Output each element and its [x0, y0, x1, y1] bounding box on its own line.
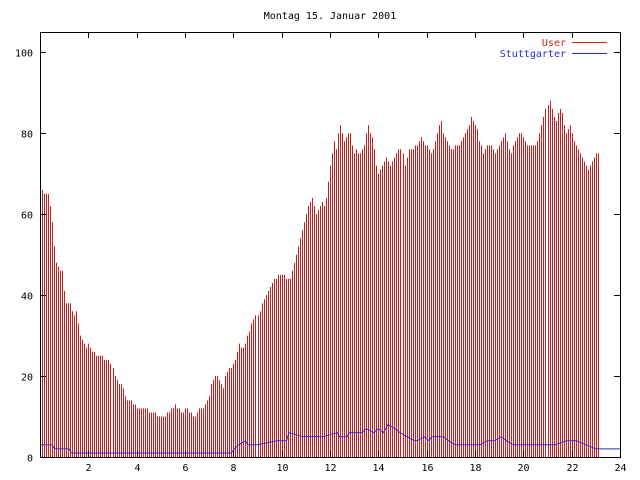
x-tick-label: 18	[469, 463, 481, 474]
x-tick-label: 6	[182, 463, 188, 474]
user-series-bars	[40, 100, 599, 457]
y-tick-label: 40	[21, 292, 33, 303]
x-tick-label: 14	[372, 463, 384, 474]
x-tick-label: 10	[276, 463, 288, 474]
legend-label-user: User	[542, 38, 566, 49]
x-tick-label: 8	[230, 463, 236, 474]
x-tick-label: 22	[566, 463, 578, 474]
y-tick-label: 100	[15, 49, 33, 60]
x-tick-label: 20	[517, 463, 529, 474]
y-tick-label: 60	[21, 211, 33, 222]
x-tick-label: 4	[134, 463, 140, 474]
y-axis: 0 20 40 60 80 100	[15, 49, 620, 465]
x-tick-label: 12	[324, 463, 336, 474]
x-tick-label: 2	[85, 463, 91, 474]
x-tick-label: 16	[421, 463, 433, 474]
stuttgarter-series-line	[40, 423, 620, 454]
legend: User Stuttgarter	[500, 38, 607, 60]
legend-label-stuttgarter: Stuttgarter	[500, 49, 566, 60]
x-axis: 2 4 6 8 10 12 14 16 18 20 22 24	[85, 32, 627, 474]
y-tick-label: 80	[21, 130, 33, 141]
x-tick-label: 24	[614, 463, 626, 474]
chart-title: Montag 15. Januar 2001	[264, 11, 396, 22]
y-tick-label: 20	[21, 373, 33, 384]
y-tick-label: 0	[27, 454, 33, 465]
